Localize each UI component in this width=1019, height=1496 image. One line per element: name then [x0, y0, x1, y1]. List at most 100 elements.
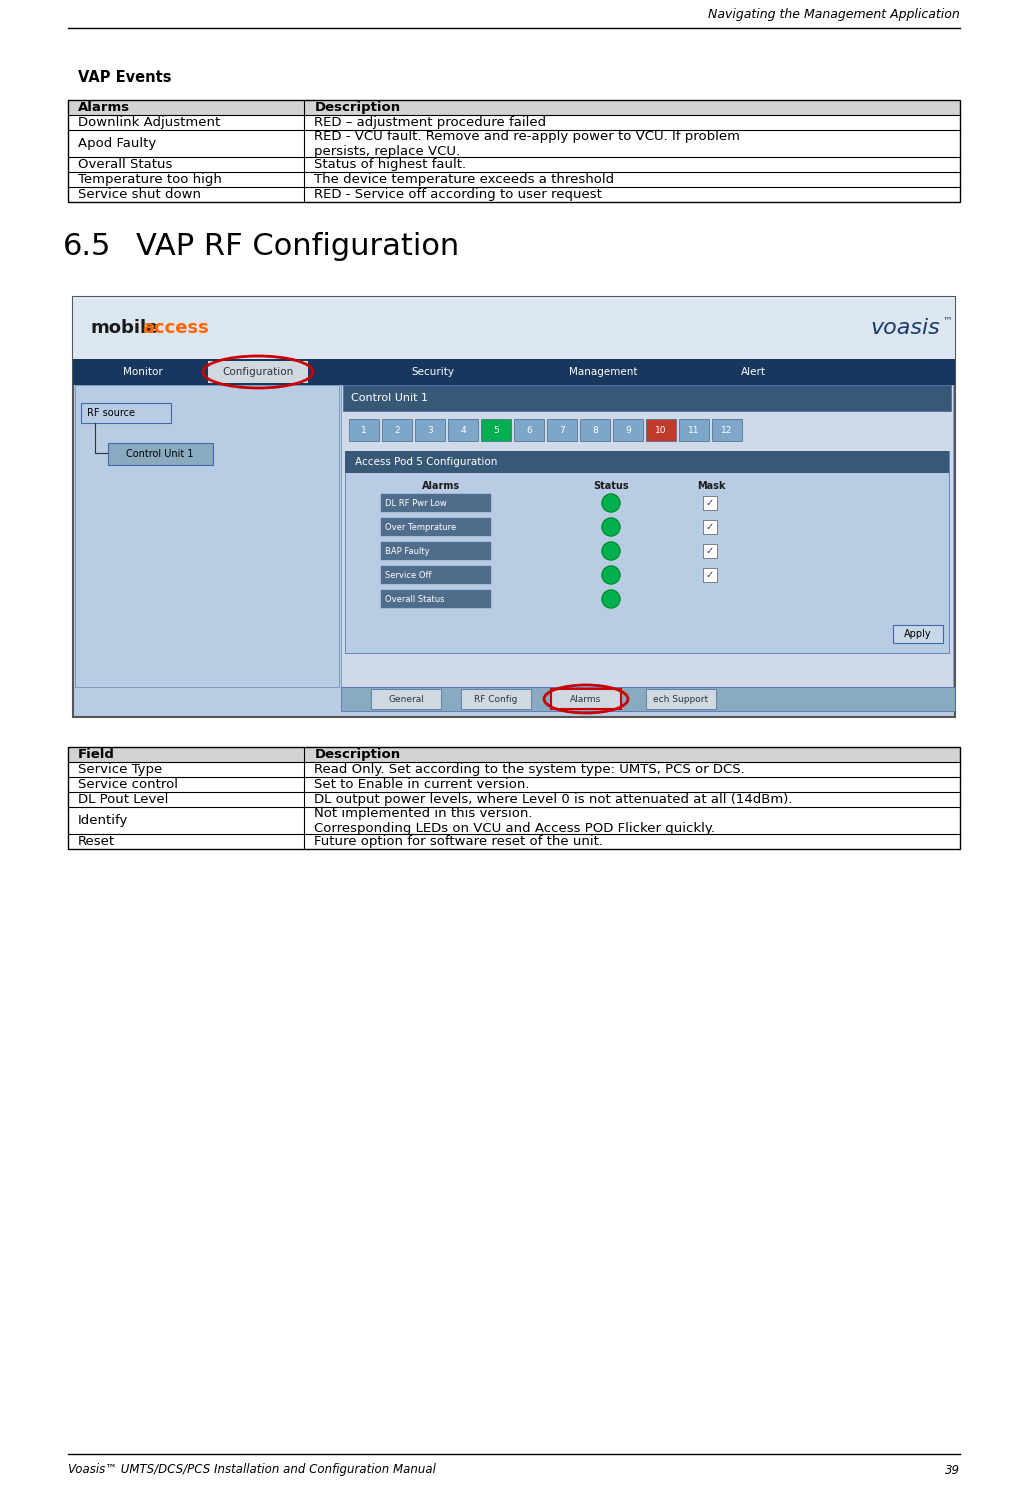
- Text: Voasis™ UMTS/DCS/PCS Installation and Configuration Manual: Voasis™ UMTS/DCS/PCS Installation and Co…: [68, 1463, 436, 1477]
- Bar: [68, 776, 305, 791]
- Text: Service control: Service control: [78, 778, 178, 791]
- Text: Field: Field: [78, 748, 115, 761]
- Bar: [305, 776, 960, 791]
- Bar: [712, 419, 742, 441]
- Text: Temperature too high: Temperature too high: [78, 174, 222, 186]
- Text: mobile: mobile: [91, 319, 159, 337]
- Text: RF Config: RF Config: [474, 694, 518, 703]
- Bar: [68, 187, 305, 202]
- Bar: [341, 384, 953, 687]
- Text: 6.5: 6.5: [63, 232, 111, 260]
- Text: Set to Enable in current version.: Set to Enable in current version.: [315, 778, 530, 791]
- Bar: [703, 568, 717, 582]
- Text: Over Temprature: Over Temprature: [385, 522, 457, 531]
- Text: DL Pout Level: DL Pout Level: [78, 793, 168, 806]
- Text: General: General: [388, 694, 424, 703]
- Text: Navigating the Management Application: Navigating the Management Application: [708, 7, 960, 21]
- Bar: [381, 494, 491, 512]
- Text: ™: ™: [943, 316, 953, 325]
- Text: RF source: RF source: [87, 408, 135, 417]
- Text: Service Type: Service Type: [78, 763, 162, 776]
- Bar: [68, 761, 305, 776]
- Bar: [68, 100, 305, 115]
- Text: Security: Security: [412, 367, 454, 377]
- Bar: [305, 172, 960, 187]
- Circle shape: [602, 494, 620, 512]
- Bar: [448, 419, 478, 441]
- Bar: [305, 747, 960, 761]
- Text: Future option for software reset of the unit.: Future option for software reset of the …: [315, 835, 603, 848]
- Text: DL RF Pwr Low: DL RF Pwr Low: [385, 498, 446, 507]
- Bar: [348, 419, 379, 441]
- Text: ✓: ✓: [706, 546, 714, 557]
- Bar: [108, 443, 213, 465]
- Bar: [381, 518, 491, 536]
- Bar: [208, 361, 308, 383]
- Text: 4: 4: [461, 425, 466, 434]
- Text: RED – adjustment procedure failed: RED – adjustment procedure failed: [315, 117, 546, 129]
- Text: Downlink Adjustment: Downlink Adjustment: [78, 117, 220, 129]
- Bar: [305, 157, 960, 172]
- Bar: [68, 791, 305, 806]
- Bar: [305, 791, 960, 806]
- Text: 2: 2: [394, 425, 399, 434]
- Text: Alarms: Alarms: [422, 482, 460, 491]
- Bar: [73, 298, 955, 359]
- Bar: [305, 100, 960, 115]
- Bar: [703, 521, 717, 534]
- Bar: [613, 419, 643, 441]
- Text: Not implemented in this version.
Corresponding LEDs on VCU and Access POD Flicke: Not implemented in this version. Corresp…: [315, 806, 715, 835]
- Bar: [68, 747, 960, 850]
- Bar: [341, 687, 955, 711]
- Text: Alert: Alert: [741, 367, 765, 377]
- Bar: [81, 402, 171, 423]
- Bar: [305, 806, 960, 833]
- Bar: [371, 690, 441, 709]
- Text: Monitor: Monitor: [123, 367, 163, 377]
- Text: Control Unit 1: Control Unit 1: [126, 449, 194, 459]
- Text: 12: 12: [721, 425, 733, 434]
- Text: Overall Status: Overall Status: [78, 159, 172, 171]
- Text: 10: 10: [655, 425, 666, 434]
- Text: Mask: Mask: [697, 482, 726, 491]
- Circle shape: [602, 589, 620, 607]
- Text: 6: 6: [526, 425, 532, 434]
- Text: Read Only. Set according to the system type: UMTS, PCS or DCS.: Read Only. Set according to the system t…: [315, 763, 745, 776]
- Text: Status of highest fault.: Status of highest fault.: [315, 159, 467, 171]
- Text: VAP Events: VAP Events: [78, 70, 171, 85]
- Text: The device temperature exceeds a threshold: The device temperature exceeds a thresho…: [315, 174, 614, 186]
- Bar: [679, 419, 709, 441]
- Text: Description: Description: [315, 748, 400, 761]
- Text: ech Support: ech Support: [653, 694, 708, 703]
- Text: RED - Service off according to user request: RED - Service off according to user requ…: [315, 188, 602, 200]
- Text: Service Off: Service Off: [385, 570, 431, 579]
- Bar: [481, 419, 511, 441]
- Bar: [68, 172, 305, 187]
- Bar: [345, 450, 949, 473]
- Text: BAP Faulty: BAP Faulty: [385, 546, 430, 555]
- Bar: [73, 298, 955, 717]
- Bar: [547, 419, 577, 441]
- Bar: [461, 690, 531, 709]
- Bar: [514, 419, 544, 441]
- Bar: [305, 115, 960, 130]
- Text: Description: Description: [315, 102, 400, 114]
- Bar: [345, 450, 949, 652]
- Bar: [68, 130, 305, 157]
- Bar: [381, 542, 491, 560]
- Bar: [75, 384, 339, 687]
- Text: Overall Status: Overall Status: [385, 594, 444, 603]
- Bar: [68, 115, 305, 130]
- Bar: [382, 419, 412, 441]
- Text: 39: 39: [945, 1463, 960, 1477]
- Text: Apod Faulty: Apod Faulty: [78, 138, 156, 150]
- Bar: [893, 625, 943, 643]
- Bar: [580, 419, 610, 441]
- Text: ✓: ✓: [706, 498, 714, 509]
- Text: Alarms: Alarms: [78, 102, 130, 114]
- Bar: [68, 833, 305, 850]
- Bar: [703, 497, 717, 510]
- Text: RED - VCU fault. Remove and re-apply power to VCU. If problem
persists, replace : RED - VCU fault. Remove and re-apply pow…: [315, 130, 741, 157]
- Text: Apply: Apply: [904, 628, 931, 639]
- Text: Reset: Reset: [78, 835, 115, 848]
